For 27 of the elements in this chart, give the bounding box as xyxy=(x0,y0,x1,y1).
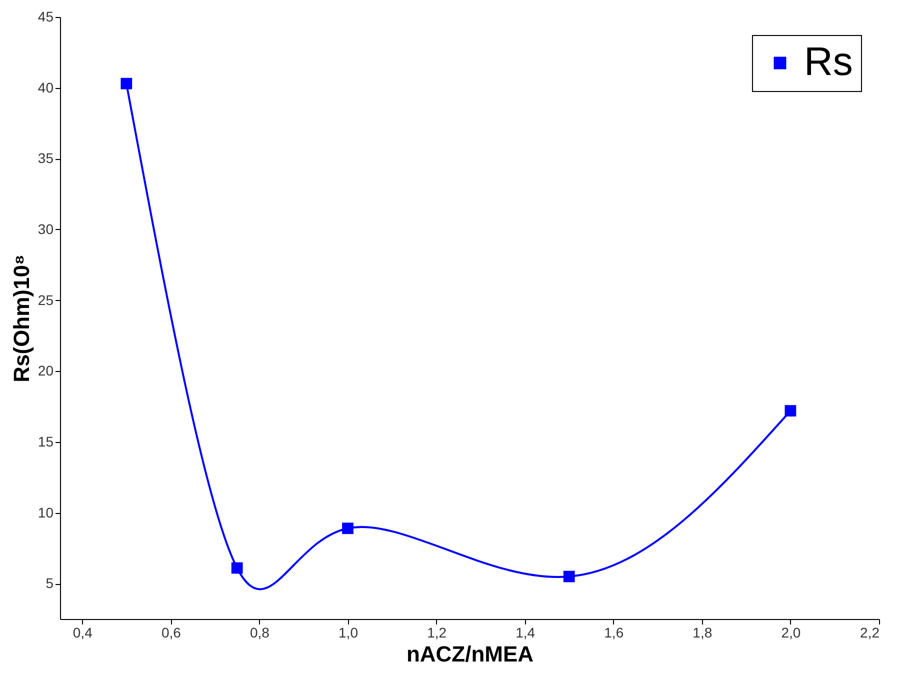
y-tick-label: 10 xyxy=(38,504,54,520)
x-tick-label: 0,4 xyxy=(72,624,93,640)
y-tick-label: 20 xyxy=(38,362,54,379)
x-tick-label: 1,0 xyxy=(338,624,358,640)
point xyxy=(120,78,132,90)
x-tick-label: 2,0 xyxy=(781,624,801,640)
x-axis-title: nACZ/nMEA xyxy=(406,642,534,666)
point xyxy=(231,562,243,574)
x-tick-label: 0,6 xyxy=(161,624,182,640)
x-tick-label: 1,6 xyxy=(604,624,624,640)
x-tick-label: 1,2 xyxy=(427,624,447,640)
y-tick-label: 5 xyxy=(46,575,54,592)
y-tick-label: 40 xyxy=(38,79,54,96)
y-tick-label: 45 xyxy=(38,8,54,24)
x-tick-label: 0,8 xyxy=(250,624,270,640)
legend-label: Rs xyxy=(804,40,853,84)
y-tick-label: 35 xyxy=(38,150,54,166)
point xyxy=(784,405,796,416)
x-tick-label: 1,4 xyxy=(516,624,536,640)
y-tick-label: 30 xyxy=(38,220,54,237)
point xyxy=(342,522,354,534)
x-tick-label: 2,2 xyxy=(860,624,880,640)
y-tick-label: 15 xyxy=(38,433,54,450)
point xyxy=(563,570,575,582)
x-tick-label: 1,8 xyxy=(692,624,712,640)
y-tick-label: 25 xyxy=(38,292,54,308)
y-axis-title: Rs(Ohm)10⁸ xyxy=(8,254,34,382)
